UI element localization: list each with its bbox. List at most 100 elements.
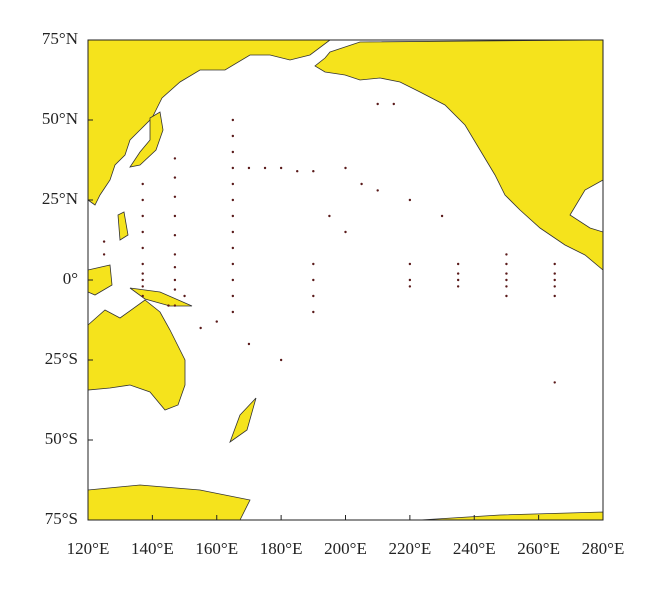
- observation-point: [279, 358, 283, 362]
- observation-point: [440, 214, 444, 218]
- landmasses: [87, 39, 604, 521]
- observation-point: [296, 170, 299, 173]
- x-tick-label: 200°E: [324, 539, 367, 558]
- observation-point: [456, 278, 460, 282]
- observation-point: [231, 166, 235, 170]
- observation-point: [456, 272, 460, 275]
- x-tick-label: 180°E: [260, 539, 303, 558]
- observation-point: [553, 272, 556, 275]
- observation-point: [141, 214, 144, 218]
- observation-point: [553, 278, 556, 282]
- observation-point: [199, 326, 202, 330]
- x-tick-label: 260°E: [517, 539, 560, 558]
- australia: [87, 299, 186, 411]
- observation-point: [408, 262, 412, 266]
- observation-point: [231, 198, 235, 202]
- observation-point: [183, 294, 186, 298]
- observation-point: [312, 170, 315, 173]
- y-tick-label: 75°N: [42, 29, 78, 48]
- observation-point: [173, 253, 177, 256]
- observation-point: [408, 278, 412, 282]
- observation-point: [141, 278, 144, 282]
- observation-point: [247, 342, 251, 346]
- north-america: [314, 39, 604, 271]
- observation-point: [553, 262, 556, 266]
- philippines: [117, 211, 129, 241]
- observation-point: [312, 294, 315, 298]
- observation-point: [553, 381, 556, 384]
- observation-point: [553, 285, 556, 288]
- observation-point: [376, 189, 379, 192]
- observation-point: [231, 310, 235, 314]
- y-tick-label: 75°S: [45, 509, 78, 528]
- x-tick-label: 120°E: [67, 539, 110, 558]
- observation-point: [141, 285, 144, 288]
- observation-point: [360, 182, 363, 186]
- observation-point: [456, 262, 460, 266]
- observation-point: [173, 304, 177, 307]
- observation-point: [247, 166, 251, 170]
- observation-point: [408, 198, 412, 202]
- x-tick-label: 160°E: [195, 539, 238, 558]
- observation-point: [141, 262, 144, 266]
- observation-point: [231, 150, 235, 154]
- observation-point: [456, 285, 460, 288]
- x-tick-label: 220°E: [389, 539, 432, 558]
- observation-point: [173, 288, 177, 291]
- observation-point: [231, 182, 235, 186]
- y-tick-label: 25°S: [45, 349, 78, 368]
- observation-point: [279, 166, 283, 170]
- observation-point: [141, 198, 144, 202]
- observation-point: [408, 285, 412, 288]
- observation-point: [215, 320, 218, 323]
- observation-point: [167, 304, 170, 307]
- observation-point: [505, 253, 508, 256]
- observation-point: [231, 230, 235, 234]
- observation-point: [231, 262, 235, 266]
- observation-point: [173, 157, 177, 160]
- x-tick-label: 140°E: [131, 539, 174, 558]
- observation-point: [505, 278, 508, 282]
- observation-point: [344, 230, 347, 234]
- observation-point: [231, 294, 235, 298]
- observation-point: [173, 176, 177, 179]
- observation-point: [231, 118, 235, 122]
- observation-point: [173, 195, 177, 198]
- observation-point: [328, 214, 331, 218]
- observation-point: [312, 310, 315, 314]
- observation-point: [173, 266, 177, 269]
- observation-point: [505, 285, 508, 288]
- y-tick-label: 0°: [63, 269, 78, 288]
- observation-points: [102, 102, 556, 384]
- new-zealand: [229, 397, 257, 444]
- japan: [129, 111, 164, 168]
- observation-point: [392, 102, 395, 106]
- y-tick-label: 25°N: [42, 189, 78, 208]
- observation-point: [312, 278, 315, 282]
- observation-point: [102, 253, 106, 256]
- observation-point: [231, 278, 235, 282]
- observation-point: [505, 262, 508, 266]
- observation-point: [376, 102, 379, 106]
- observation-point: [173, 234, 177, 237]
- observation-point: [553, 294, 556, 298]
- observation-point: [231, 134, 235, 138]
- observation-point: [141, 182, 144, 186]
- observation-point: [344, 166, 347, 170]
- asia: [87, 39, 332, 206]
- axes: 120°E 140°E 160°E 180°E 200°E 220°E 240°E 260°E…: [42, 29, 624, 558]
- observation-point: [141, 272, 144, 275]
- observation-point: [312, 262, 315, 266]
- observation-point: [505, 294, 508, 298]
- observation-point: [102, 240, 106, 243]
- observation-point: [231, 246, 235, 250]
- y-tick-label: 50°S: [45, 429, 78, 448]
- observation-point: [505, 272, 508, 275]
- y-tick-label: 50°N: [42, 109, 78, 128]
- observation-point: [173, 278, 177, 282]
- x-tick-label: 280°E: [582, 539, 625, 558]
- observation-point: [141, 230, 144, 234]
- observation-point: [263, 166, 267, 170]
- observation-point: [231, 214, 235, 218]
